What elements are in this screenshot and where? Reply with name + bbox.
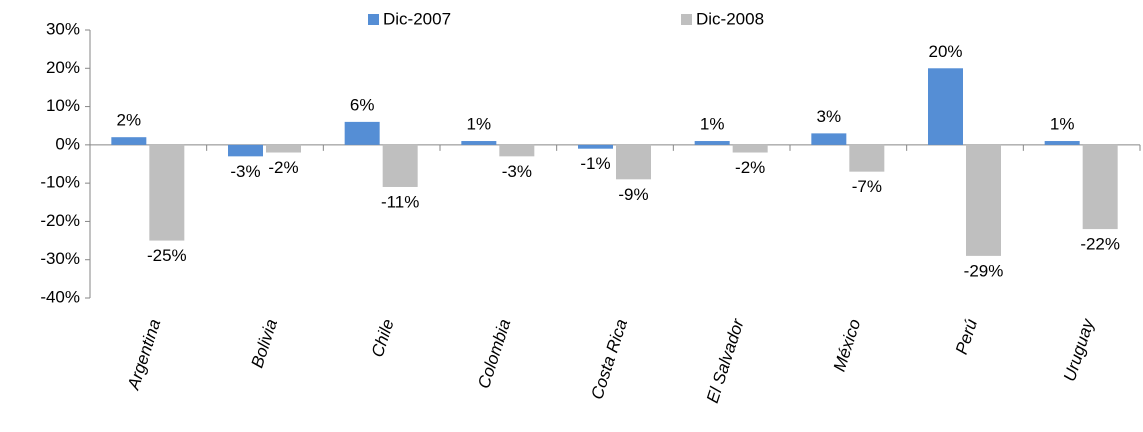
x-tick-label: Argentina — [124, 317, 165, 393]
y-tick-label: 30% — [46, 19, 80, 38]
bar — [966, 144, 1001, 256]
data-label: 1% — [467, 115, 492, 134]
bar — [461, 141, 497, 145]
data-label: -9% — [618, 185, 648, 204]
data-label: 3% — [817, 107, 842, 126]
data-label: -2% — [735, 158, 765, 177]
data-label: -2% — [268, 158, 298, 177]
x-tick-label: Colombia — [474, 317, 514, 391]
data-label: 1% — [700, 115, 725, 134]
bar — [149, 144, 185, 241]
bar — [1082, 144, 1118, 230]
y-tick-label: 0% — [55, 134, 80, 153]
legend-swatch — [368, 14, 379, 25]
data-label: -22% — [1080, 235, 1120, 254]
y-tick-label: -30% — [40, 249, 80, 268]
bar — [694, 141, 730, 145]
legend-label: Dic-2008 — [696, 9, 764, 28]
data-label: -7% — [852, 177, 882, 196]
data-label: -3% — [230, 162, 260, 181]
data-label: 2% — [117, 111, 142, 130]
x-tick-label: México — [830, 317, 865, 374]
data-label: -3% — [502, 162, 532, 181]
x-tick-label: Perú — [952, 316, 981, 357]
bar — [111, 137, 147, 145]
bar — [811, 133, 847, 145]
bar — [616, 144, 651, 180]
data-label: 20% — [928, 42, 962, 61]
bar — [1044, 141, 1080, 145]
x-tick-label: Costa Rica — [587, 317, 631, 402]
y-tick-label: 10% — [46, 96, 80, 115]
bar — [928, 68, 963, 145]
data-label: 1% — [1050, 115, 1075, 134]
y-tick-label: -10% — [40, 173, 80, 192]
x-tick-label: El Salvador — [703, 315, 748, 405]
x-tick-label: Chile — [368, 317, 398, 360]
data-label: 6% — [350, 95, 375, 114]
x-tick-label: Bolivia — [248, 317, 282, 371]
bar — [382, 144, 418, 187]
legend-swatch — [681, 14, 692, 25]
bar — [732, 144, 768, 153]
bar — [344, 121, 380, 145]
data-label: -1% — [580, 154, 610, 173]
y-tick-label: -20% — [40, 211, 80, 230]
data-label: -29% — [964, 261, 1004, 280]
bar — [228, 144, 263, 157]
legend-label: Dic-2007 — [383, 9, 451, 28]
data-label: -11% — [381, 192, 419, 211]
x-tick-label: Uruguay — [1060, 315, 1098, 383]
bar — [849, 144, 885, 172]
bar — [578, 144, 613, 149]
bar — [266, 144, 301, 153]
bar — [499, 144, 535, 157]
y-tick-label: 20% — [46, 58, 80, 77]
data-label: -25% — [147, 246, 187, 265]
y-tick-label: -40% — [40, 287, 80, 306]
